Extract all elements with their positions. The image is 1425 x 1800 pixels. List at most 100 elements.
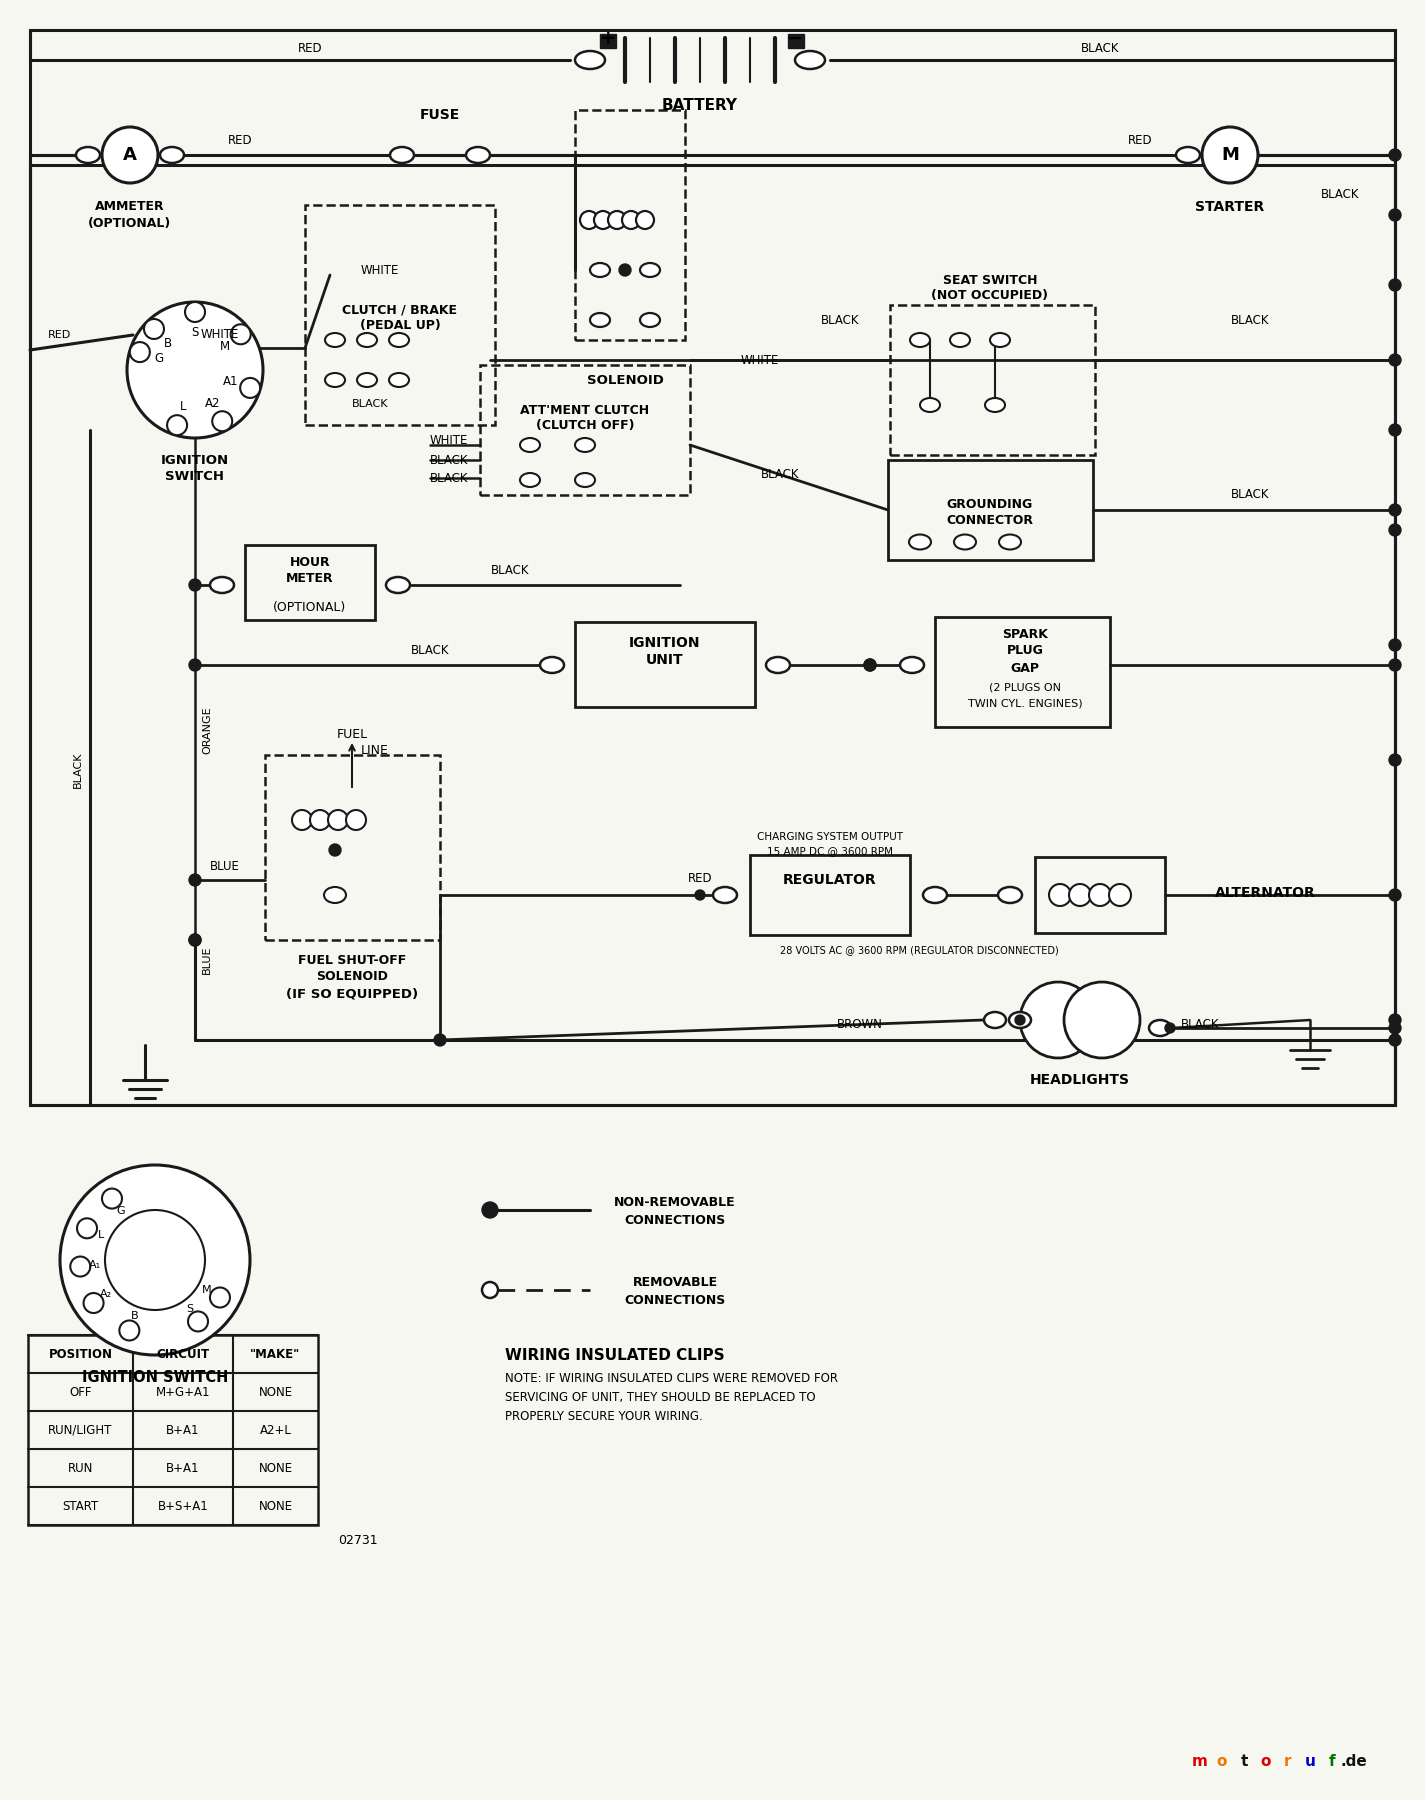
Text: HOUR: HOUR xyxy=(289,556,331,569)
Circle shape xyxy=(608,211,626,229)
Text: BLACK: BLACK xyxy=(761,468,799,481)
Ellipse shape xyxy=(389,333,409,347)
Text: RED: RED xyxy=(688,873,712,886)
Circle shape xyxy=(1389,1033,1401,1046)
Ellipse shape xyxy=(640,263,660,277)
Text: LINE: LINE xyxy=(361,743,389,756)
Text: t: t xyxy=(1240,1755,1248,1769)
Text: HEADLIGHTS: HEADLIGHTS xyxy=(1030,1073,1130,1087)
Text: CHARGING SYSTEM OUTPUT: CHARGING SYSTEM OUTPUT xyxy=(757,832,903,842)
Text: NONE: NONE xyxy=(258,1499,292,1512)
Text: PLUG: PLUG xyxy=(1006,644,1043,657)
Ellipse shape xyxy=(1176,148,1200,164)
Text: (OPTIONAL): (OPTIONAL) xyxy=(274,601,346,614)
Text: BLACK: BLACK xyxy=(1321,189,1359,202)
Circle shape xyxy=(103,128,158,184)
Bar xyxy=(750,855,911,934)
Circle shape xyxy=(1389,504,1401,517)
Text: RED: RED xyxy=(1127,135,1153,148)
Ellipse shape xyxy=(921,398,941,412)
Ellipse shape xyxy=(767,657,789,673)
Text: AMMETER: AMMETER xyxy=(95,200,165,214)
Text: GAP: GAP xyxy=(1010,662,1039,675)
Circle shape xyxy=(1389,355,1401,365)
Bar xyxy=(28,1336,318,1525)
Text: A₂: A₂ xyxy=(100,1289,113,1300)
Ellipse shape xyxy=(950,333,970,347)
Text: BLACK: BLACK xyxy=(1231,488,1270,500)
Text: SOLENOID: SOLENOID xyxy=(587,374,664,387)
Circle shape xyxy=(618,265,631,275)
Circle shape xyxy=(1389,659,1401,671)
Text: NONE: NONE xyxy=(258,1462,292,1474)
Circle shape xyxy=(329,844,341,857)
Ellipse shape xyxy=(911,333,931,347)
Circle shape xyxy=(190,934,201,947)
Text: r: r xyxy=(1284,1755,1291,1769)
Circle shape xyxy=(60,1165,249,1355)
Bar xyxy=(891,304,1094,455)
Bar xyxy=(888,461,1093,560)
Text: SWITCH: SWITCH xyxy=(165,470,225,482)
Text: B: B xyxy=(164,337,172,349)
Ellipse shape xyxy=(520,437,540,452)
Circle shape xyxy=(482,1202,497,1219)
Circle shape xyxy=(84,1292,104,1312)
Circle shape xyxy=(1020,983,1096,1058)
Circle shape xyxy=(1389,1022,1401,1033)
Bar xyxy=(305,205,494,425)
Text: (PEDAL UP): (PEDAL UP) xyxy=(359,320,440,333)
Circle shape xyxy=(346,810,366,830)
Ellipse shape xyxy=(358,373,378,387)
Ellipse shape xyxy=(466,148,490,164)
Circle shape xyxy=(864,659,876,671)
Text: (OPTIONAL): (OPTIONAL) xyxy=(88,216,171,229)
Text: M: M xyxy=(1221,146,1238,164)
Text: IGNITION SWITCH: IGNITION SWITCH xyxy=(81,1370,228,1386)
Text: +: + xyxy=(600,29,616,47)
Circle shape xyxy=(328,810,348,830)
Text: G: G xyxy=(154,351,164,365)
Text: BLACK: BLACK xyxy=(430,472,469,484)
Text: RED: RED xyxy=(298,41,322,54)
Text: IGNITION: IGNITION xyxy=(161,454,229,466)
Text: L: L xyxy=(180,400,187,412)
Circle shape xyxy=(482,1282,497,1298)
Text: L: L xyxy=(97,1229,104,1240)
Ellipse shape xyxy=(990,333,1010,347)
Text: WHITE: WHITE xyxy=(741,353,779,367)
Text: CLUTCH / BRAKE: CLUTCH / BRAKE xyxy=(342,304,457,317)
Text: BLACK: BLACK xyxy=(352,400,388,409)
Text: METER: METER xyxy=(286,572,333,585)
Ellipse shape xyxy=(520,473,540,488)
Ellipse shape xyxy=(76,148,100,164)
Bar xyxy=(245,545,375,619)
Ellipse shape xyxy=(323,887,346,904)
Bar xyxy=(935,617,1110,727)
Text: M: M xyxy=(202,1285,212,1294)
Circle shape xyxy=(1389,1013,1401,1026)
Circle shape xyxy=(1166,1022,1176,1033)
Text: RUN: RUN xyxy=(68,1462,93,1474)
Text: BLACK: BLACK xyxy=(1080,41,1119,54)
Text: WIRING INSULATED CLIPS: WIRING INSULATED CLIPS xyxy=(504,1348,725,1363)
Circle shape xyxy=(241,378,261,398)
Text: CONNECTOR: CONNECTOR xyxy=(946,515,1033,527)
Circle shape xyxy=(105,1210,205,1310)
Text: SERVICING OF UNIT, THEY SHOULD BE REPLACED TO: SERVICING OF UNIT, THEY SHOULD BE REPLAC… xyxy=(504,1390,815,1404)
Circle shape xyxy=(190,934,201,947)
Ellipse shape xyxy=(909,535,931,549)
Circle shape xyxy=(695,889,705,900)
Circle shape xyxy=(1389,524,1401,536)
Circle shape xyxy=(1109,884,1131,905)
Text: BLACK: BLACK xyxy=(821,313,859,326)
Text: OFF: OFF xyxy=(70,1386,91,1399)
Text: ORANGE: ORANGE xyxy=(202,706,212,754)
Text: WHITE: WHITE xyxy=(430,434,469,446)
Text: NON-REMOVABLE: NON-REMOVABLE xyxy=(614,1195,735,1208)
Bar xyxy=(480,365,690,495)
Circle shape xyxy=(120,1321,140,1341)
Ellipse shape xyxy=(576,50,606,68)
Text: 28 VOLTS AC @ 3600 RPM (REGULATOR DISCONNECTED): 28 VOLTS AC @ 3600 RPM (REGULATOR DISCON… xyxy=(779,945,1059,956)
Text: CONNECTIONS: CONNECTIONS xyxy=(624,1213,725,1226)
